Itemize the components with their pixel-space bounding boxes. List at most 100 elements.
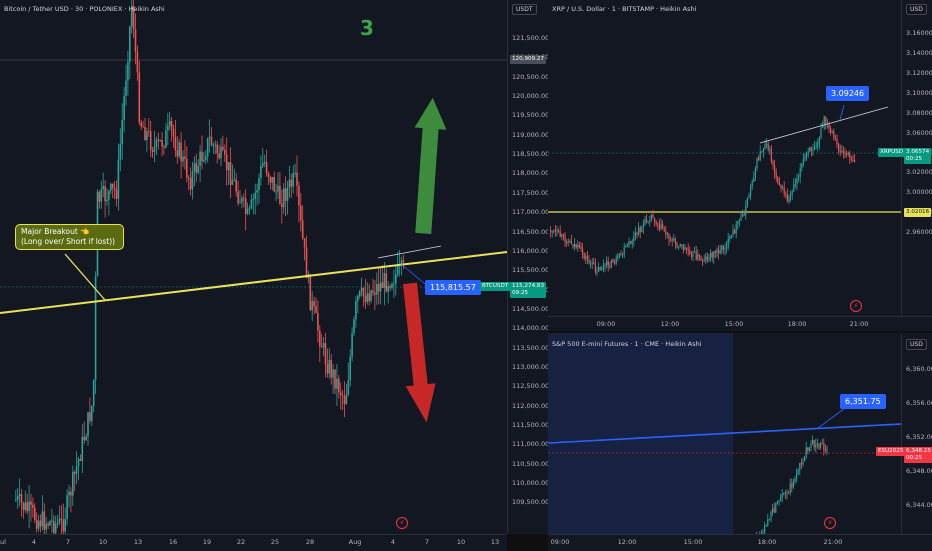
xrp-candle [817,143,819,147]
btc-candle [260,166,262,179]
btc-candles[interactable] [0,0,507,534]
es-symbol-name: ESU2025 [878,448,904,454]
btc-lightning-icon[interactable]: ⚡ [396,517,408,529]
xrp-candles[interactable] [548,0,901,316]
btc-candle [214,144,217,146]
btc-candle [24,502,27,510]
xrp-candle [666,233,668,235]
es-symbol-tag: ESU2025 [876,447,906,456]
btc-candle [395,274,397,284]
btc-candle [263,162,266,164]
xrp-candle [782,187,784,189]
btc-small-trendline [377,245,442,259]
btc-candle [256,189,258,193]
es-currency-button[interactable]: USD [906,339,927,350]
breakout-note[interactable]: Major Breakout 👈 (Long over/ Short if lo… [15,224,124,250]
xrp-candle [644,219,646,225]
es-lightning-icon[interactable]: ⚡ [824,517,836,529]
btc-candle [358,291,361,296]
btc-price-axis[interactable]: USDT 121,500.00121,000.00120,500.00120,0… [480,0,550,534]
btc-candle [104,186,106,202]
btc-candle [292,173,294,187]
xrp-price-axis[interactable]: USD 3.16000 3.14000 3.12000 3.10000 3.08000 3… [878,0,932,316]
xrp-lightning-icon[interactable]: ⚡ [850,300,862,312]
btc-symbol-tag: BTCUSDT [480,282,511,291]
btc-candle [72,471,74,496]
xrp-timer: 00:25 [906,156,923,162]
xrp-chart-pane[interactable]: XRP / U.S. Dollar · 1 · BITSTAMP · Heiki… [548,0,901,316]
btc-candle [132,5,135,30]
chart-number-marker: 3 [360,16,374,40]
xrp-candle [772,161,774,166]
xrp-candle [726,247,728,249]
xrp-candle [697,254,699,260]
btc-candle [130,5,133,27]
xrp-candle [636,232,638,235]
xrp-candle [606,261,608,265]
btc-candle [47,523,49,526]
es-candle [799,462,801,470]
btc-candle [279,185,281,204]
btc-candle [290,179,293,187]
btc-candle [343,395,346,404]
btc-candle [298,185,300,206]
es-candle [778,501,780,503]
btc-candle [389,286,391,288]
btc-candle [377,283,380,292]
btc-chart-pane[interactable]: Bitcoin / Tether USD · 30 · POLONIEX · H… [0,0,507,534]
xrp-candle [737,221,739,225]
es-price-axis[interactable]: USD 6,360.00 6,356.00 6,352.00 6,348.00 6,34… [876,333,932,543]
btc-candle [244,198,247,214]
xrp-candle [820,127,822,138]
green-up-arrow [400,97,447,234]
es-candle [783,493,785,495]
xrp-candle [614,262,616,264]
xrp-candle [841,151,843,153]
btc-candle [110,183,112,191]
btc-candle [26,502,28,512]
xrp-symbol-name: XRPUSD [880,149,904,155]
btc-candle [311,301,313,311]
xrp-time-axis[interactable]: 09:00 12:00 15:00 18:00 21:00 [548,316,932,331]
es-price-tick: 6,348.00 [906,467,932,475]
btc-candle [372,290,374,293]
btc-candle [75,466,78,474]
es-chart-pane[interactable]: S&P 500 E-mini Futures · 1 · CME · Heiki… [548,333,901,534]
es-candle [813,439,815,448]
btc-time-axis[interactable]: ul 4 7 10 13 16 19 22 25 28 Aug 4 7 10 13 [0,534,507,551]
xrp-currency-button[interactable]: USD [906,4,927,15]
btc-candle [282,188,285,208]
btc-candle [252,198,255,200]
es-price-callout[interactable]: 6,351.75 [840,394,886,409]
btc-candle [235,179,237,192]
xrp-candle [601,268,603,271]
xrp-candle [790,193,792,197]
btc-candle [149,131,152,150]
btc-candle [313,301,315,307]
btc-price-callout[interactable]: 115,815.57 [425,280,481,295]
btc-candle [30,501,32,505]
btc-price-tick: 112,500.00 [512,382,550,391]
btc-candle [379,282,382,292]
btc-candle [70,491,72,496]
xrp-candle [558,230,560,232]
btc-candle [54,523,57,534]
btc-candle [324,343,327,365]
xrp-price-callout[interactable]: 3.09246 [826,86,870,101]
btc-time-tick: 16 [168,538,178,546]
es-candle [786,492,788,494]
btc-currency-button[interactable]: USDT [512,4,537,15]
xrp-candle [842,151,844,154]
es-session-shade [548,333,733,534]
btc-candle [225,154,228,171]
xrp-candle [759,151,761,160]
es-time-axis[interactable]: 09:00 12:00 15:00 18:00 21:00 [548,534,932,551]
xrp-candle [825,117,827,124]
btc-price-tick: 111,000.00 [512,440,550,449]
es-price-tick: 6,344.00 [906,501,932,509]
es-candles[interactable] [548,333,901,534]
xrp-candle [583,254,585,259]
btc-chart-title: Bitcoin / Tether USD · 30 · POLONIEX · H… [4,5,165,13]
btc-candle [35,520,38,529]
es-candle [818,443,820,448]
